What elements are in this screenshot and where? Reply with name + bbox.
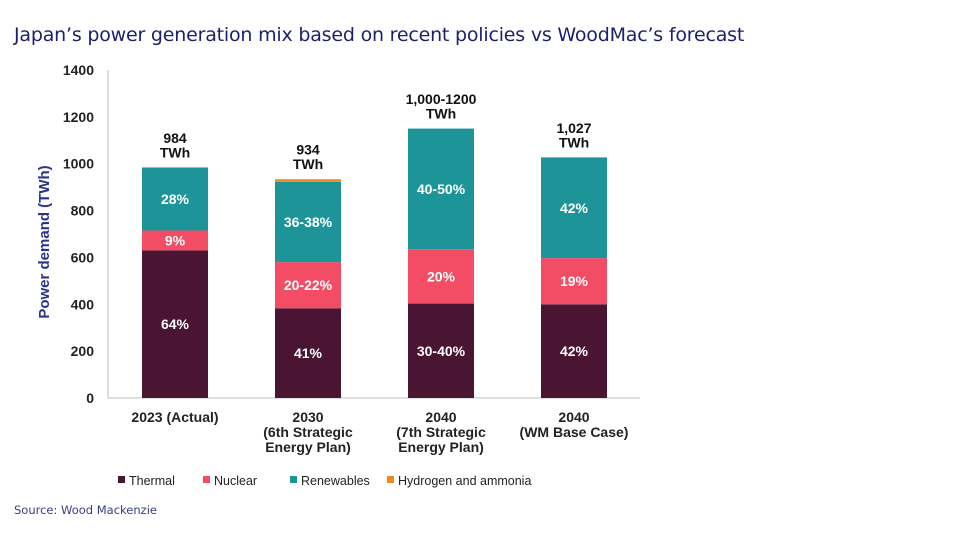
y-tick-label: 400 <box>71 296 95 312</box>
bar-segment-nuclear <box>142 230 208 251</box>
y-tick-label: 1000 <box>63 156 94 172</box>
bar-segment-hydrogen-and-ammonia <box>275 179 341 182</box>
bar-segment-thermal <box>142 250 208 398</box>
bar-segment-nuclear <box>408 249 474 304</box>
page-title: Japan’s power generation mix based on re… <box>14 24 745 46</box>
bar-total-label: 984 <box>163 130 187 146</box>
source-note: Source: Wood Mackenzie <box>14 503 157 517</box>
y-tick-label: 1200 <box>63 109 94 125</box>
bar-total-label: TWh <box>160 144 190 160</box>
segment-label: 64% <box>161 316 190 332</box>
x-category-label: Energy Plan) <box>265 439 351 455</box>
bar-segment-renewables <box>142 167 208 231</box>
bar-total-label: TWh <box>293 156 323 172</box>
bar-total-label: TWh <box>559 134 589 150</box>
y-tick-label: 1400 <box>63 62 94 78</box>
y-axis-title: Power demand (TWh) <box>36 165 53 318</box>
y-tick-label: 600 <box>71 249 95 265</box>
bar-segment-thermal <box>275 308 341 398</box>
x-category-label: 2023 (Actual) <box>131 409 218 425</box>
segment-label: 36-38% <box>284 214 333 230</box>
segment-label: 42% <box>560 200 589 216</box>
bars: 64% 9% 28% 41% 20-22% 36-38% 30-40% 20% 40-50% 42… <box>142 128 607 398</box>
bar-total-label: 1,000-1200 <box>406 91 477 107</box>
bar-total-label: 934 <box>296 142 320 158</box>
bar-total-label: 1,027 <box>556 120 591 136</box>
bar-segment-renewables <box>275 181 341 263</box>
x-category-label: (6th Strategic <box>263 424 353 440</box>
legend-swatch <box>118 476 125 483</box>
segment-label: 19% <box>560 273 589 289</box>
legend-label: Renewables <box>301 474 370 488</box>
segment-label: 20-22% <box>284 277 333 293</box>
bar-segment-renewables <box>408 128 474 250</box>
bar-segment-thermal <box>408 303 474 398</box>
legend-label: Nuclear <box>214 474 257 488</box>
y-tick-label: 800 <box>71 203 95 219</box>
y-axis: 0 200 400 600 800 1000 1200 1400 Power demand (T… <box>36 62 640 406</box>
legend: Thermal Nuclear Renewables Hydrogen and amm… <box>118 474 531 488</box>
legend-label: Thermal <box>129 474 175 488</box>
x-category-label: 2040 <box>558 409 589 425</box>
bar-segment-nuclear <box>541 258 607 305</box>
bar-total-label: TWh <box>426 106 456 122</box>
segment-label: 41% <box>294 345 323 361</box>
x-category-label: (WM Base Case) <box>520 424 629 440</box>
x-category-label: Energy Plan) <box>398 439 484 455</box>
legend-swatch <box>387 476 394 483</box>
bar-segment-thermal <box>541 304 607 398</box>
legend-label: Hydrogen and ammonia <box>398 474 531 488</box>
bar-segment-renewables <box>541 157 607 259</box>
segment-label: 20% <box>427 268 456 284</box>
segment-label: 28% <box>161 191 190 207</box>
segment-label: 30-40% <box>417 343 466 359</box>
bar-segment-nuclear <box>275 262 341 309</box>
legend-swatch <box>290 476 297 483</box>
x-category-label: 2040 <box>425 409 456 425</box>
y-tick-label: 0 <box>86 390 94 406</box>
segment-label: 42% <box>560 343 589 359</box>
segment-label: 9% <box>165 232 186 248</box>
y-tick-label: 200 <box>71 343 95 359</box>
legend-swatch <box>203 476 210 483</box>
segment-label: 40-50% <box>417 181 466 197</box>
x-category-label: (7th Strategic <box>396 424 486 440</box>
x-category-label: 2030 <box>292 409 323 425</box>
